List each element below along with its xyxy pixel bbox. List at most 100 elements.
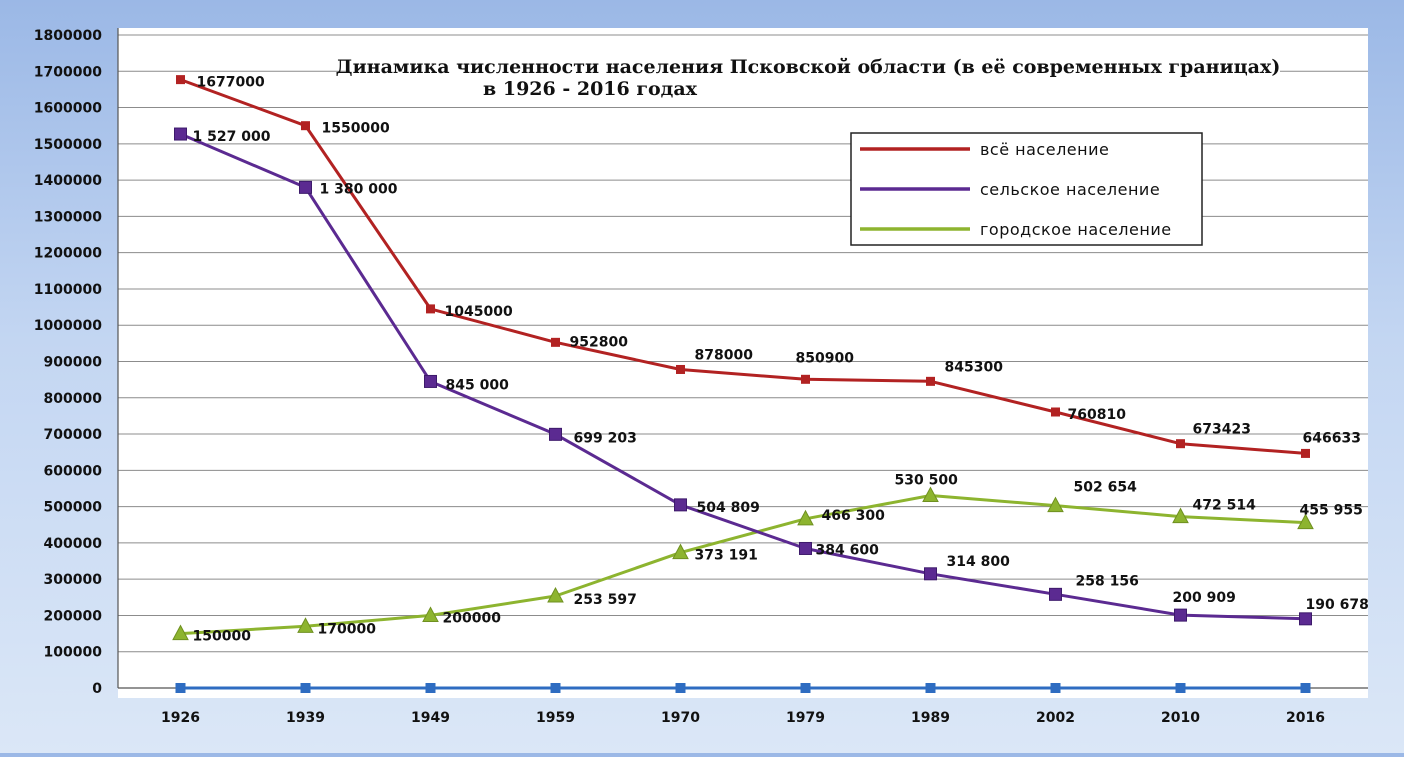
data-label: 384 600 [816,542,880,558]
data-point-marker [424,374,437,388]
data-point-marker [1047,496,1064,513]
y-tick-label: 200000 [44,608,103,624]
data-label: 190 678 [1306,597,1369,613]
x-tick-label: 1959 [536,710,575,726]
data-point-marker [1301,448,1310,458]
data-point-marker [1176,439,1185,449]
data-point-marker [924,567,937,581]
data-label: 253 597 [574,592,637,608]
y-axis: 0 100000 200000 300000 400000 500000 600000 700… [34,28,119,697]
data-point-marker [174,127,187,141]
data-label: 502 654 [1074,480,1138,496]
x-tick-label: 1939 [286,710,325,726]
data-label: 699 203 [574,430,637,446]
x-tick-label: 1979 [786,710,825,726]
data-point-marker [176,75,185,85]
series-group [172,75,1314,693]
data-point-marker [797,509,814,526]
data-point-marker [297,617,314,633]
y-tick-label: 900000 [44,355,103,371]
data-label: 200000 [443,610,502,626]
series-line-0 [179,78,1306,455]
data-point-marker [674,498,687,512]
data-point-marker [675,683,686,693]
data-label: 850900 [796,350,855,366]
legend-label-urban: городское население [980,220,1172,239]
data-point-marker [1174,608,1187,622]
data-point-marker [549,427,562,441]
x-tick-label: 1989 [911,710,950,726]
data-point-marker [551,337,560,347]
data-point-marker [426,304,435,314]
data-label: 200 909 [1173,590,1236,606]
data-label: 1 527 000 [193,129,271,145]
data-point-marker [550,683,561,693]
y-tick-label: 700000 [44,427,103,443]
y-tick-label: 1400000 [34,173,102,189]
data-point-marker [1297,513,1314,530]
data-label: 466 300 [822,508,886,524]
title-background [350,48,1280,104]
data-point-marker [1172,507,1189,524]
y-tick-label: 1200000 [34,246,102,262]
data-point-marker [676,364,685,374]
data-point-marker [1050,683,1061,693]
data-label: 952800 [570,334,629,350]
data-point-marker [1299,612,1312,626]
y-tick-label: 400000 [44,536,103,552]
y-tick-label: 1000000 [34,318,102,334]
x-tick-label: 2010 [1161,710,1200,726]
data-label: 845300 [945,359,1004,375]
chart-subtitle: в 1926 - 2016 годах [483,78,698,100]
data-label: 170000 [318,621,377,637]
data-point-marker [925,683,936,693]
y-tick-label: 1300000 [34,209,102,225]
data-label: 530 500 [895,473,959,489]
data-label: 472 514 [1193,498,1257,514]
chart-title-group: Динамика численности населения Псковской… [336,48,1281,104]
data-point-marker [801,374,810,384]
data-label: 455 955 [1300,503,1363,519]
data-point-marker [175,683,186,693]
y-tick-label: 1100000 [34,282,102,298]
gridlines [118,34,1368,653]
y-tick-label: 0 [92,681,102,697]
data-point-marker [422,606,439,622]
data-point-marker [1175,683,1186,693]
y-tick-label: 1600000 [34,101,102,117]
y-tick-label: 100000 [44,645,103,661]
y-tick-label: 1500000 [34,137,102,153]
data-point-marker [926,376,935,386]
x-tick-label: 1970 [661,710,700,726]
data-label: 504 809 [697,500,760,516]
series-line-1 [179,132,1306,621]
data-label: 760810 [1068,407,1127,423]
legend-label-total: всё население [980,140,1109,159]
chart-title: Динамика численности населения Псковской… [336,56,1281,78]
y-tick-label: 500000 [44,500,103,516]
x-tick-label: 1926 [161,710,200,726]
data-point-marker [301,121,310,131]
data-point-marker [425,683,436,693]
data-label: 845 000 [446,377,510,393]
data-label: 646633 [1303,430,1361,446]
legend-label-rural: сельское население [980,180,1160,199]
data-label: 1550000 [322,121,390,137]
data-point-marker [799,541,812,555]
data-point-marker [672,543,689,560]
y-tick-label: 600000 [44,463,103,479]
data-point-marker [547,586,564,603]
data-label: 1 380 000 [320,181,398,197]
data-point-marker [1300,683,1311,693]
legend: всё население сельское население городск… [850,132,1203,246]
data-label: 878000 [695,347,754,363]
data-point-marker [922,486,939,503]
data-label: 1045000 [445,304,513,320]
data-point-marker [300,683,311,693]
x-tick-label: 1949 [411,710,450,726]
data-label: 150000 [193,629,252,645]
y-tick-label: 800000 [44,391,103,407]
x-tick-label: 2002 [1036,710,1075,726]
